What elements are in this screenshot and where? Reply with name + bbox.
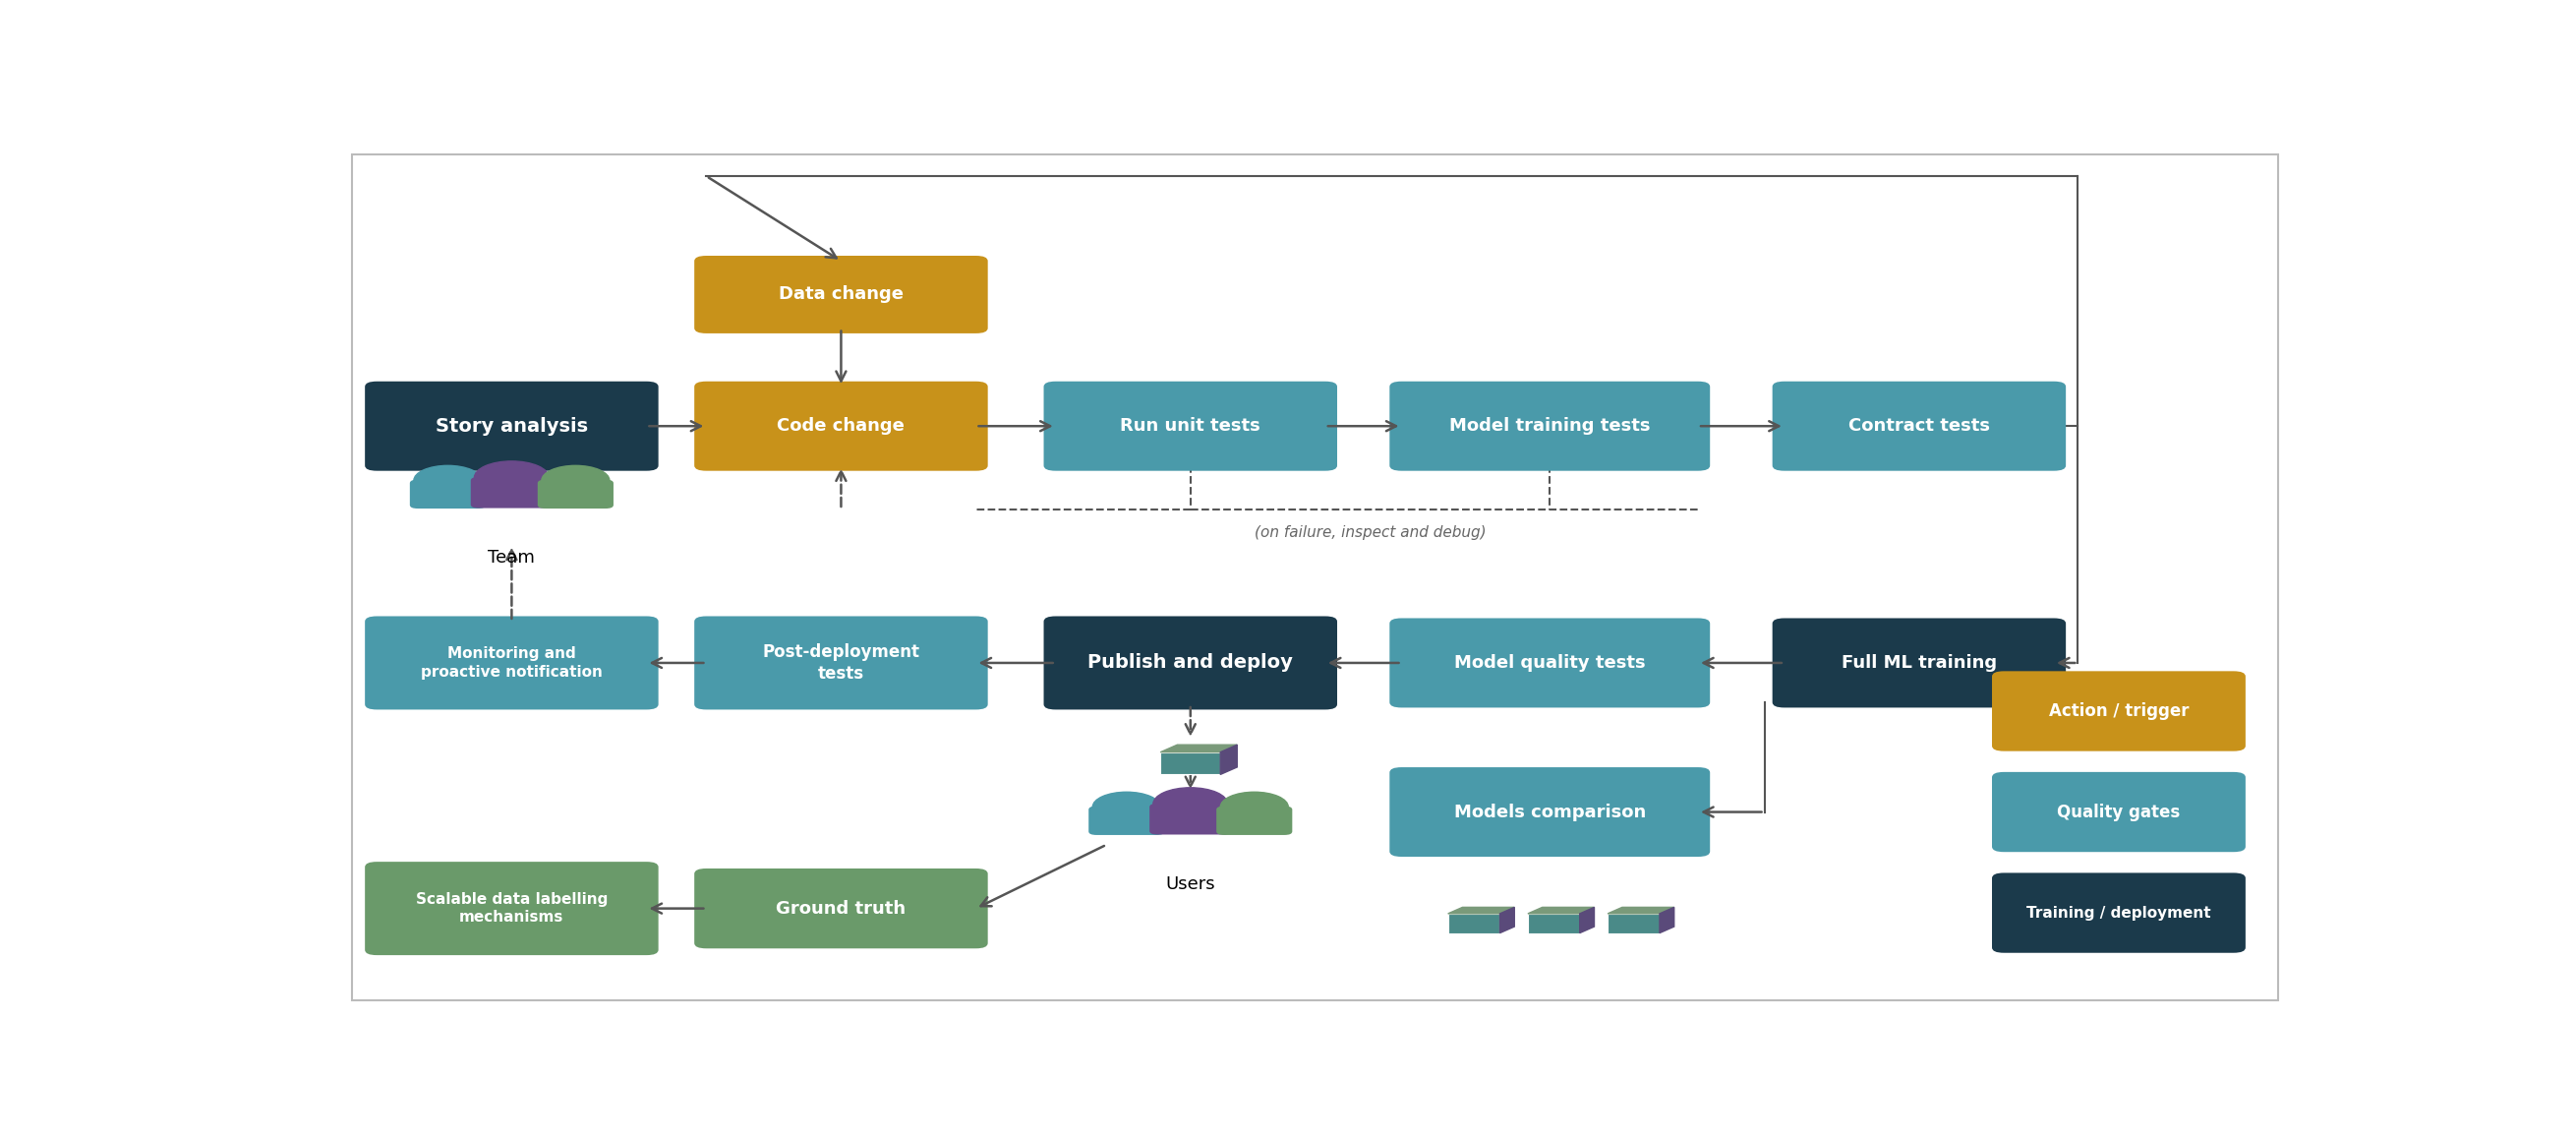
FancyBboxPatch shape — [1991, 671, 2246, 751]
Circle shape — [541, 466, 611, 495]
Bar — [1528, 913, 1579, 933]
FancyBboxPatch shape — [1772, 618, 2066, 707]
Circle shape — [415, 466, 482, 495]
Text: Story analysis: Story analysis — [435, 417, 587, 435]
FancyBboxPatch shape — [1090, 806, 1164, 835]
FancyBboxPatch shape — [696, 868, 987, 949]
Polygon shape — [1159, 745, 1236, 752]
FancyBboxPatch shape — [366, 862, 659, 956]
Text: Model quality tests: Model quality tests — [1453, 654, 1646, 672]
FancyBboxPatch shape — [1216, 806, 1293, 835]
Text: Data change: Data change — [778, 286, 904, 303]
Text: Monitoring and
proactive notification: Monitoring and proactive notification — [420, 646, 603, 680]
FancyBboxPatch shape — [1772, 382, 2066, 470]
FancyBboxPatch shape — [1388, 768, 1710, 857]
FancyBboxPatch shape — [366, 616, 659, 710]
Text: Contract tests: Contract tests — [1850, 417, 1989, 435]
FancyBboxPatch shape — [366, 382, 659, 470]
Text: Training / deployment: Training / deployment — [2027, 906, 2210, 920]
FancyBboxPatch shape — [410, 480, 487, 508]
FancyBboxPatch shape — [696, 616, 987, 710]
Text: Models comparison: Models comparison — [1453, 803, 1646, 821]
FancyBboxPatch shape — [471, 477, 554, 508]
FancyBboxPatch shape — [538, 480, 613, 508]
Polygon shape — [1607, 908, 1674, 913]
Bar — [1448, 913, 1499, 933]
FancyBboxPatch shape — [1043, 616, 1337, 710]
Circle shape — [474, 461, 549, 494]
Polygon shape — [1221, 745, 1236, 775]
Bar — [1159, 752, 1221, 775]
FancyBboxPatch shape — [696, 256, 987, 334]
Circle shape — [1092, 792, 1159, 822]
Text: Model training tests: Model training tests — [1450, 417, 1651, 435]
FancyBboxPatch shape — [1991, 772, 2246, 852]
Text: Publish and deploy: Publish and deploy — [1087, 654, 1293, 672]
FancyBboxPatch shape — [1043, 382, 1337, 470]
Text: Scalable data labelling
mechanisms: Scalable data labelling mechanisms — [415, 892, 608, 925]
Text: Ground truth: Ground truth — [775, 900, 907, 917]
Circle shape — [1221, 792, 1288, 822]
Text: Full ML training: Full ML training — [1842, 654, 1996, 672]
Text: Team: Team — [487, 549, 536, 566]
Polygon shape — [1659, 908, 1674, 933]
Text: Run unit tests: Run unit tests — [1121, 417, 1260, 435]
FancyBboxPatch shape — [1388, 618, 1710, 707]
Polygon shape — [1448, 908, 1515, 913]
FancyBboxPatch shape — [1991, 872, 2246, 953]
Text: Quality gates: Quality gates — [2058, 803, 2179, 821]
Bar — [1607, 913, 1659, 933]
Text: Code change: Code change — [778, 417, 904, 435]
FancyBboxPatch shape — [1388, 382, 1710, 470]
Polygon shape — [1499, 908, 1515, 933]
FancyBboxPatch shape — [1149, 803, 1231, 835]
Text: Post-deployment
tests: Post-deployment tests — [762, 644, 920, 682]
FancyBboxPatch shape — [696, 382, 987, 470]
Text: Users: Users — [1164, 875, 1216, 893]
Circle shape — [1154, 788, 1229, 820]
Text: Action / trigger: Action / trigger — [2048, 703, 2190, 720]
Polygon shape — [1528, 908, 1595, 913]
Text: (on failure, inspect and debug): (on failure, inspect and debug) — [1255, 525, 1486, 540]
Polygon shape — [1579, 908, 1595, 933]
